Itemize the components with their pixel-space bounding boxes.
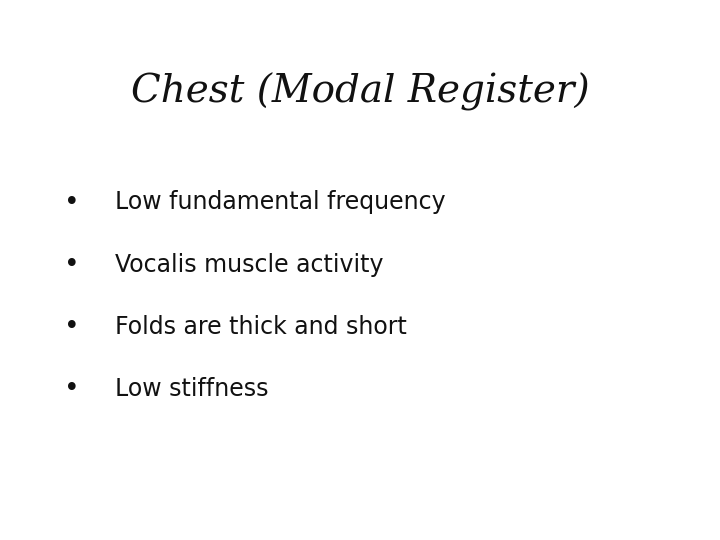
Text: Low stiffness: Low stiffness	[115, 377, 269, 401]
Text: •: •	[64, 252, 80, 278]
Text: Low fundamental frequency: Low fundamental frequency	[115, 191, 446, 214]
Text: •: •	[64, 190, 80, 215]
Text: Folds are thick and short: Folds are thick and short	[115, 315, 407, 339]
Text: Chest (Modal Register): Chest (Modal Register)	[131, 72, 589, 111]
Text: Vocalis muscle activity: Vocalis muscle activity	[115, 253, 384, 276]
Text: •: •	[64, 314, 80, 340]
Text: •: •	[64, 376, 80, 402]
